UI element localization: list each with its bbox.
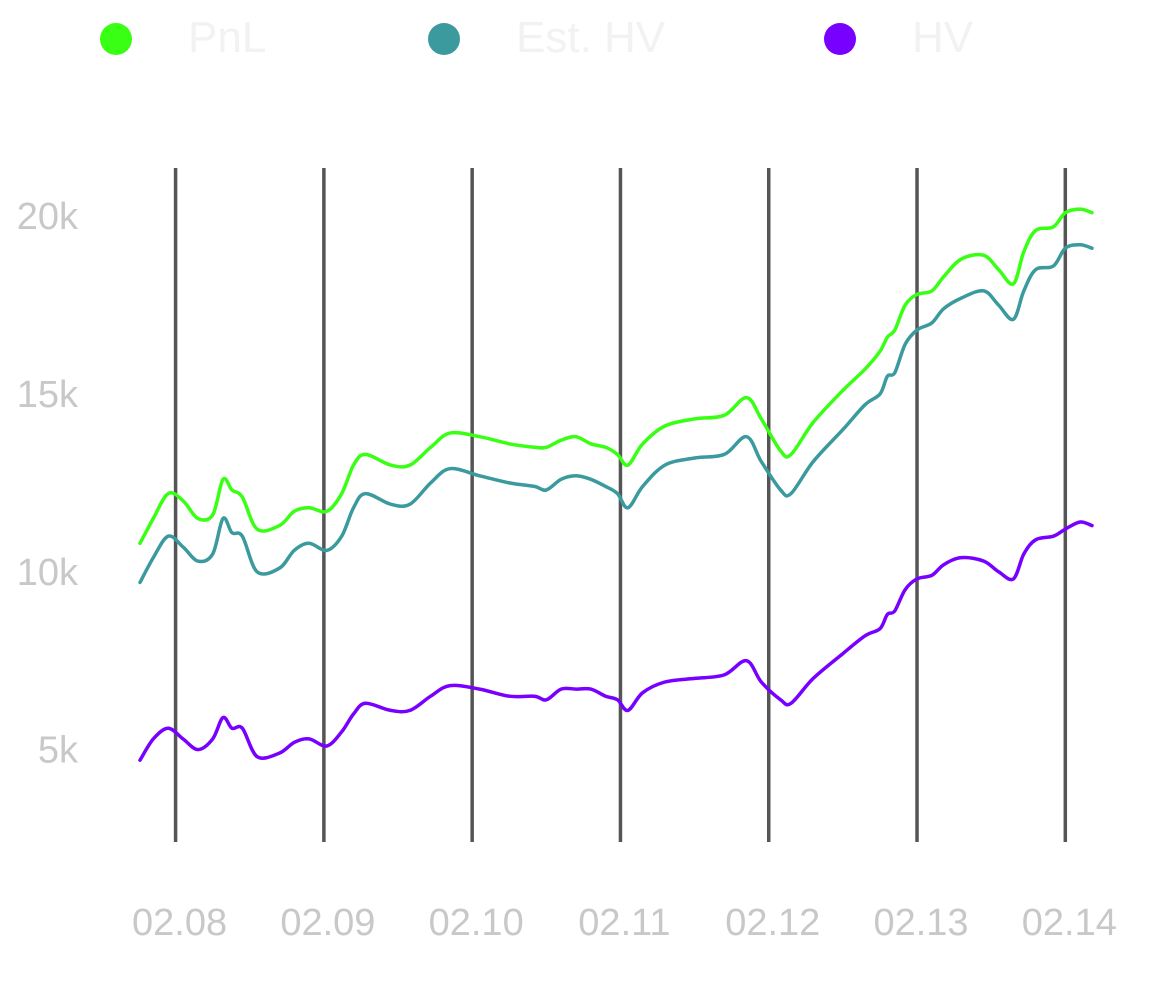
legend-label-est-hv: Est. HV [516, 13, 666, 62]
x-tick-label: 02.11 [578, 902, 670, 944]
legend-item-est-hv[interactable]: Est. HV [428, 13, 666, 62]
series-group [138, 207, 1094, 762]
legend-marker-pnl [100, 23, 132, 55]
series-line-hv [138, 520, 1094, 762]
y-tick-label: 15k [17, 374, 79, 416]
x-axis: 02.08 02.09 02.10 02.11 02.12 02.13 02.14 [132, 902, 1117, 944]
legend-item-hv[interactable]: HV [824, 13, 974, 62]
legend-marker-hv [824, 23, 856, 55]
x-tick-label: 02.08 [132, 902, 227, 944]
x-tick-label: 02.13 [873, 902, 968, 944]
x-tick-label: 02.14 [1022, 902, 1117, 944]
y-tick-label: 20k [17, 196, 79, 238]
series-line-pnl [138, 207, 1094, 546]
legend-item-pnl[interactable]: PnL [100, 13, 266, 62]
y-axis: 5k 10k 15k 20k [17, 196, 79, 771]
y-tick-label: 10k [17, 552, 79, 594]
x-tick-label: 02.10 [429, 902, 524, 944]
x-tick-label: 02.12 [725, 902, 820, 944]
series-line-est-hv [138, 242, 1094, 585]
legend-marker-est-hv [428, 23, 460, 55]
x-tick-label: 02.09 [280, 902, 375, 944]
vertical-grid [173, 168, 1068, 842]
legend: PnL Est. HV HV [100, 13, 974, 62]
y-tick-label: 5k [38, 730, 79, 772]
legend-label-pnl: PnL [188, 13, 266, 62]
legend-label-hv: HV [912, 13, 974, 62]
